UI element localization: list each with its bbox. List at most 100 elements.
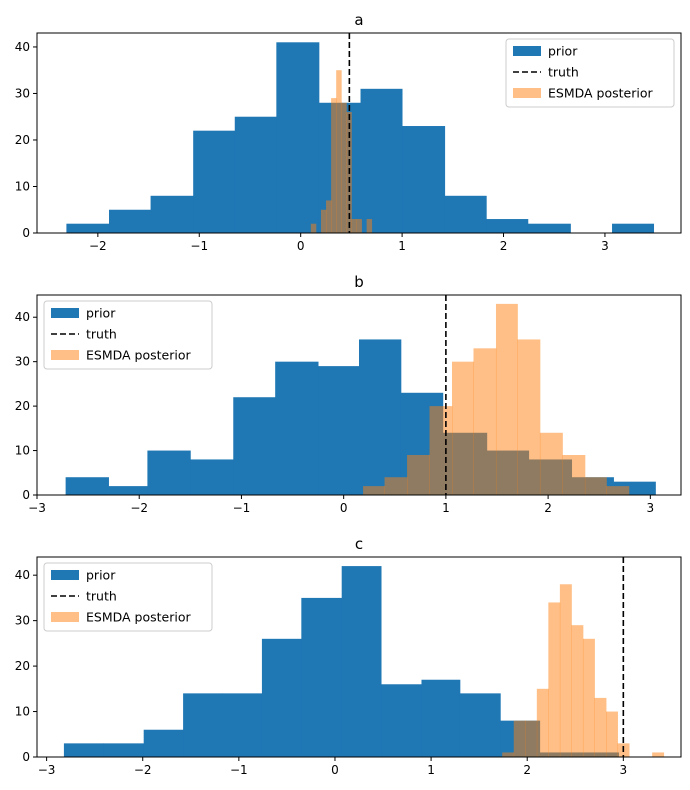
histogram-bar (525, 720, 538, 757)
histogram-bar (513, 720, 526, 757)
histogram-bar (539, 432, 563, 495)
legend-label: truth (86, 327, 117, 342)
legend-label: prior (86, 568, 116, 583)
x-tick-label: 3 (601, 239, 609, 253)
histogram-bar (336, 70, 342, 233)
x-tick-label: −1 (230, 763, 248, 777)
histogram-bar (495, 303, 518, 495)
y-tick-label: 10 (15, 444, 30, 458)
histogram-bar (407, 455, 430, 495)
histogram-bar (421, 679, 461, 757)
histogram-bar (275, 361, 319, 495)
y-tick-label: 0 (22, 750, 30, 764)
histogram-bar (359, 339, 402, 495)
y-tick-label: 30 (15, 86, 30, 100)
histogram-bar (341, 566, 382, 757)
histogram-bar (341, 102, 347, 233)
y-tick-label: 30 (15, 355, 30, 369)
histogram-bar (356, 219, 362, 233)
histogram-bar (582, 638, 595, 757)
series-esmda-posterior (502, 584, 665, 757)
x-tick-label: −3 (38, 763, 56, 777)
y-tick-label: 20 (15, 399, 30, 413)
histogram-bar (261, 638, 302, 757)
x-tick-label: 0 (297, 239, 305, 253)
y-tick-label: 30 (15, 614, 30, 628)
legend-label: prior (548, 44, 578, 59)
histogram-bar (193, 130, 236, 233)
x-tick-label: −2 (130, 501, 148, 515)
histogram-bar (402, 126, 446, 233)
histogram-bar (108, 486, 148, 495)
histogram-bar (63, 743, 104, 757)
x-tick-label: 2 (500, 239, 508, 253)
legend-box (43, 562, 213, 632)
legend-swatch (513, 88, 541, 98)
histogram-bar (183, 693, 223, 757)
histogram-bar (331, 98, 337, 234)
x-tick-label: −2 (89, 239, 107, 253)
histogram-bar (147, 450, 191, 495)
x-tick-label: 2 (544, 501, 552, 515)
histogram-bar (233, 397, 276, 495)
histogram-bar (150, 195, 194, 233)
histogram-bar (429, 406, 453, 495)
histogram-bar (452, 361, 474, 495)
legend-swatch (51, 612, 79, 622)
axes-frame (36, 556, 682, 758)
x-tick-label: 3 (647, 501, 655, 515)
legend-label: ESMDA posterior (548, 86, 653, 101)
x-tick-label: 1 (427, 763, 435, 777)
histogram-bar (190, 459, 234, 495)
histogram-bar (366, 219, 373, 233)
y-tick-label: 20 (15, 133, 30, 147)
histogram-bar (109, 209, 151, 233)
x-tick-label: 0 (340, 501, 348, 515)
legend: prior truth ESMDA posterior (505, 38, 675, 108)
chart-title: b (354, 273, 364, 291)
series-prior (63, 566, 619, 757)
axes-frame (36, 32, 682, 234)
histogram-bar (459, 693, 501, 757)
histogram-bar (360, 88, 403, 233)
histogram-bar (65, 477, 109, 495)
legend: prior truth ESMDA posterior (43, 562, 213, 632)
legend-box (43, 300, 213, 370)
x-tick-label: −2 (134, 763, 152, 777)
x-tick-label: 2 (523, 763, 531, 777)
legend-label: ESMDA posterior (86, 610, 191, 625)
series-prior (66, 42, 655, 234)
y-tick-label: 40 (15, 568, 30, 582)
legend-swatch (513, 46, 541, 56)
histogram-bar (517, 339, 541, 495)
histogram-bar (444, 195, 487, 233)
chart-title: c (355, 535, 363, 553)
legend: prior truth ESMDA posterior (43, 300, 213, 370)
histogram-bar (536, 688, 549, 757)
histogram-bar (571, 625, 584, 757)
histogram-bar (559, 584, 572, 757)
histogram-bar (527, 223, 571, 233)
legend-label: prior (86, 306, 116, 321)
histogram-bar (318, 366, 360, 495)
histogram-bar (502, 752, 515, 757)
histogram-bar (234, 116, 277, 233)
histogram-bar (384, 477, 408, 495)
histogram-bar (612, 223, 655, 233)
histogram-bar (310, 223, 317, 233)
y-tick-label: 20 (15, 659, 30, 673)
chart-title: a (354, 11, 363, 29)
x-tick-label: 3 (620, 763, 628, 777)
y-tick-label: 10 (15, 705, 30, 719)
histogram-bar (222, 693, 263, 757)
histogram-bar (143, 729, 184, 757)
histogram-bar (301, 597, 343, 757)
histogram-bar (486, 219, 529, 233)
histogram-bar (363, 486, 385, 495)
histogram-bar (381, 684, 422, 757)
histogram-bar (103, 743, 145, 757)
x-tick-label: −1 (190, 239, 208, 253)
x-tick-label: 1 (442, 501, 450, 515)
histogram-bar (584, 477, 607, 495)
